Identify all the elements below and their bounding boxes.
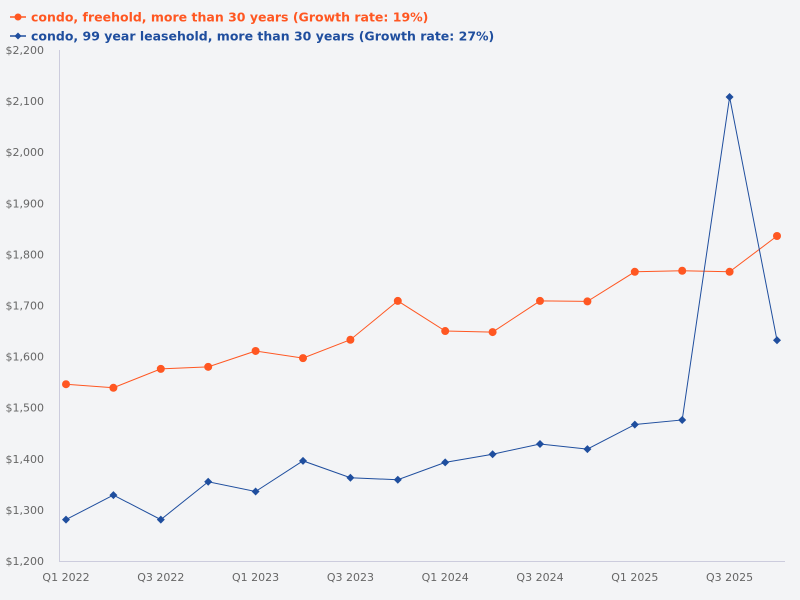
legend-item-leasehold[interactable]: condo, 99 year leasehold, more than 30 y… <box>10 29 494 44</box>
data-point[interactable] <box>678 415 687 424</box>
x-tick-label: Q1 2023 <box>232 571 279 584</box>
data-point[interactable] <box>725 267 734 276</box>
y-tick-label: $2,000 <box>6 146 45 159</box>
x-tick-label: Q3 2025 <box>706 571 753 584</box>
data-point[interactable] <box>441 458 450 467</box>
series-0 <box>62 232 781 392</box>
x-axis-ticks: Q1 2022 Q3 2022 Q1 2023 Q3 2023 Q1 2024 Q3 20… <box>42 571 753 584</box>
diamond-marker-icon <box>14 32 22 40</box>
y-tick-label: $1,500 <box>6 402 45 415</box>
data-point[interactable] <box>299 456 307 465</box>
data-point[interactable] <box>204 362 213 371</box>
data-point[interactable] <box>109 491 118 500</box>
y-tick-label: $2,100 <box>6 95 45 108</box>
data-point[interactable] <box>536 439 544 448</box>
legend-label: condo, freehold, more than 30 years (Gro… <box>31 10 428 25</box>
y-tick-label: $1,400 <box>6 453 45 466</box>
data-point[interactable] <box>488 450 497 459</box>
y-tick-label: $1,300 <box>6 504 45 517</box>
data-point[interactable] <box>109 383 118 392</box>
data-point[interactable] <box>536 296 544 305</box>
data-point[interactable] <box>393 296 402 305</box>
data-point[interactable] <box>346 335 355 344</box>
y-tick-label: $1,800 <box>6 248 45 261</box>
y-tick-label: $2,200 <box>6 44 45 57</box>
y-tick-label: $1,200 <box>6 555 45 568</box>
data-point[interactable] <box>62 380 70 389</box>
data-point[interactable] <box>630 420 639 429</box>
legend-item-freehold[interactable]: condo, freehold, more than 30 years (Gro… <box>10 10 428 25</box>
data-point[interactable] <box>583 297 592 306</box>
data-point[interactable] <box>441 327 450 336</box>
data-point[interactable] <box>583 445 592 454</box>
x-tick-label: Q3 2022 <box>137 571 184 584</box>
data-point[interactable] <box>251 346 260 355</box>
data-point[interactable] <box>773 336 781 345</box>
x-tick-label: Q1 2024 <box>422 571 469 584</box>
y-tick-label: $1,600 <box>6 351 45 364</box>
data-point[interactable] <box>725 93 734 102</box>
data-point[interactable] <box>346 473 355 482</box>
data-point[interactable] <box>251 487 260 496</box>
series-line <box>65 96 778 521</box>
y-tick-label: $1,900 <box>6 197 45 210</box>
data-point[interactable] <box>62 515 70 524</box>
data-point[interactable] <box>488 328 497 337</box>
data-point[interactable] <box>773 232 781 241</box>
x-tick-label: Q1 2025 <box>611 571 658 584</box>
series-layer <box>62 93 781 524</box>
data-point[interactable] <box>156 364 165 373</box>
data-point[interactable] <box>204 477 213 486</box>
series-1 <box>62 93 781 524</box>
data-point[interactable] <box>393 475 402 484</box>
data-point[interactable] <box>678 266 687 275</box>
legend: condo, freehold, more than 30 years (Gro… <box>10 10 494 44</box>
x-tick-label: Q3 2024 <box>516 571 563 584</box>
y-axis-ticks: $1,200 $1,300 $1,400 $1,500 $1,600 $1,700 $1,8… <box>6 44 45 568</box>
circle-marker-icon <box>14 13 22 21</box>
series-line <box>65 235 778 389</box>
x-tick-label: Q1 2022 <box>42 571 89 584</box>
data-point[interactable] <box>630 267 639 276</box>
data-point[interactable] <box>299 354 307 363</box>
x-tick-label: Q3 2023 <box>327 571 374 584</box>
y-tick-label: $1,700 <box>6 300 45 313</box>
data-point[interactable] <box>156 515 165 524</box>
legend-label: condo, 99 year leasehold, more than 30 y… <box>31 29 494 44</box>
